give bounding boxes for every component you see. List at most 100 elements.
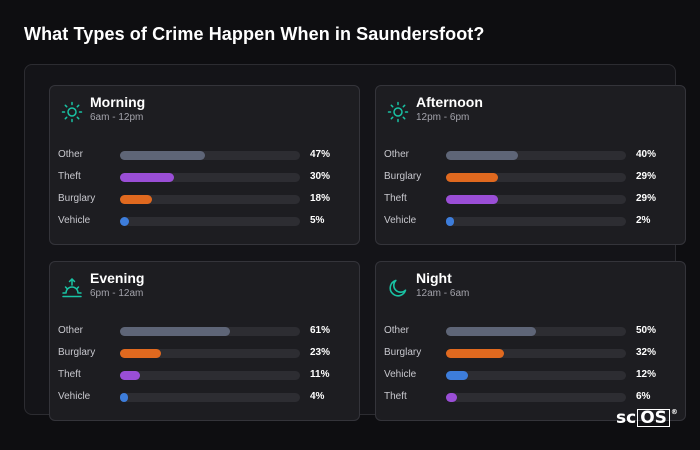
category-label: Burglary [58,193,96,204]
category-label: Theft [384,193,407,204]
bar-track [446,371,626,380]
bar [120,371,140,380]
bar-row: Theft 11% [58,368,353,382]
bar [446,195,499,204]
bar-row: Other 40% [384,148,679,162]
bar-row: Theft 6% [384,390,679,404]
value-label: 29% [636,193,657,204]
chart-subtitle: 6pm - 12am [90,288,144,299]
category-label: Vehicle [384,369,417,380]
category-label: Other [384,325,410,336]
value-label: 2% [636,215,651,226]
bar-track [120,173,300,182]
page-title: What Types of Crime Happen When in Saund… [24,24,485,44]
bar-track [446,173,626,182]
bar-row: Other 47% [58,148,353,162]
category-label: Theft [384,391,407,402]
bar [446,349,504,358]
value-label: 5% [310,215,325,226]
chart-card-night: Night 12am - 6am Other 50% Burglary 32% Vehicl… [375,261,686,421]
category-label: Vehicle [58,391,91,402]
chart-title: Evening [90,270,145,286]
bar-row: Burglary 32% [384,346,679,360]
bar [446,217,454,226]
category-label: Burglary [58,347,96,358]
bar-row: Vehicle 4% [58,390,353,404]
chart-subtitle: 6am - 12pm [90,112,144,123]
bar-row: Burglary 29% [384,170,679,184]
watermark-boxed: OS [637,409,670,427]
category-label: Other [58,325,84,336]
value-label: 30% [310,171,331,182]
bar-track [446,151,626,160]
value-label: 50% [636,325,657,336]
value-label: 40% [636,149,657,160]
bar [446,371,468,380]
value-label: 18% [310,193,331,204]
chart-subtitle: 12pm - 6pm [416,112,470,123]
category-label: Burglary [384,171,422,182]
bar [120,195,153,204]
bar [120,349,162,358]
bar [120,327,230,336]
bar [120,217,129,226]
category-label: Other [58,149,84,160]
bar-track [446,327,626,336]
bar [120,393,128,402]
bar-track [446,393,626,402]
chart-card-afternoon: Afternoon 12pm - 6pm Other 40% Burglary 29% Th… [375,85,686,245]
sunset-icon [61,277,83,299]
value-label: 47% [310,149,331,160]
bar-row: Vehicle 2% [384,214,679,228]
category-label: Vehicle [384,215,417,226]
value-label: 4% [310,391,325,402]
value-label: 61% [310,325,331,336]
sun-icon [61,101,83,123]
bar-row: Vehicle 5% [58,214,353,228]
bar-track [446,349,626,358]
bar-track [120,195,300,204]
chart-title: Morning [90,94,146,110]
chart-card-evening: Evening 6pm - 12am Other 61% Burglary 23% Thef… [49,261,360,421]
bar [120,173,174,182]
value-label: 12% [636,369,657,380]
chart-card-morning: Morning 6am - 12pm Other 47% Theft 30% Burglar… [49,85,360,245]
bar-track [120,217,300,226]
chart-title: Night [416,270,452,286]
value-label: 6% [636,391,651,402]
watermark-prefix: sc [616,408,637,428]
bar [446,327,536,336]
value-label: 32% [636,347,657,358]
chart-title: Afternoon [416,94,483,110]
bar-row: Other 61% [58,324,353,338]
watermark-mark: ® [670,408,678,416]
category-label: Vehicle [58,215,91,226]
moon-icon [387,277,409,299]
bar-track [120,371,300,380]
bar-track [120,327,300,336]
category-label: Theft [58,369,81,380]
bar-row: Other 50% [384,324,679,338]
sun-icon [387,101,409,123]
bar [120,151,205,160]
bar [446,393,457,402]
category-label: Other [384,149,410,160]
category-label: Burglary [384,347,422,358]
bar-row: Burglary 23% [58,346,353,360]
bar [446,151,518,160]
value-label: 11% [310,369,330,380]
watermark-logo: sc OS ® [616,408,678,428]
value-label: 23% [310,347,331,358]
bar-row: Burglary 18% [58,192,353,206]
bar-track [120,393,300,402]
value-label: 29% [636,171,657,182]
category-label: Theft [58,171,81,182]
bar-track [120,349,300,358]
bar-row: Theft 30% [58,170,353,184]
bar [446,173,499,182]
bar-track [446,217,626,226]
chart-subtitle: 12am - 6am [416,288,470,299]
bar-track [120,151,300,160]
bar-row: Theft 29% [384,192,679,206]
bar-track [446,195,626,204]
